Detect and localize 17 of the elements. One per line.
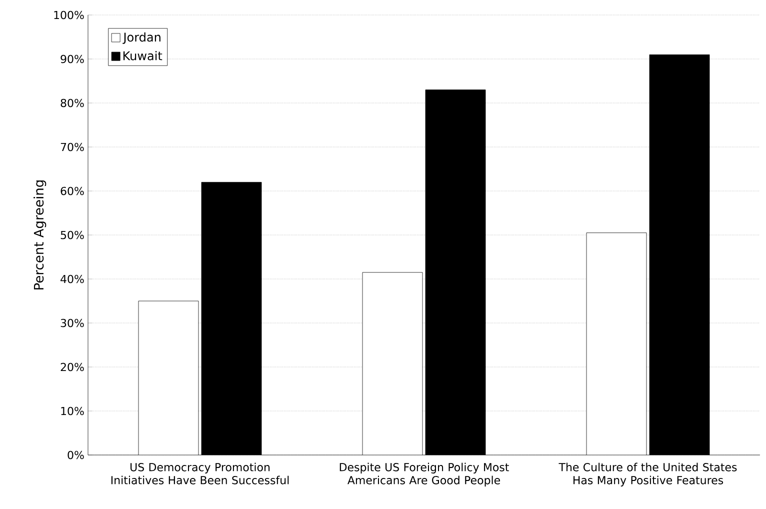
y-tick-label: 20% [60,362,84,372]
y-tick-label: 50% [60,230,84,240]
y-tick-label: 80% [60,98,84,108]
y-axis-title: Percent Agreeing [34,180,46,290]
x-tick-label: The Culture of the United States Has Many Positive Features [558,462,737,486]
y-tick-label: 70% [60,142,84,152]
y-tick-label: 100% [54,10,84,20]
y-tick-label: 90% [60,54,84,64]
legend-label: Kuwait [123,51,162,60]
y-tick-label: 0% [68,450,84,460]
x-tick-label: Despite US Foreign Policy Most Americans Are Good People [340,462,509,486]
y-tick-label: 40% [60,274,84,284]
legend-label: Jordan [122,32,160,44]
y-tick-label: 30% [60,318,84,328]
y-tick-label: 60% [60,186,84,196]
x-tick-label: US Democracy Promotion Initiatives Have Been Successful [111,462,289,484]
y-tick-label: 10% [61,406,84,416]
